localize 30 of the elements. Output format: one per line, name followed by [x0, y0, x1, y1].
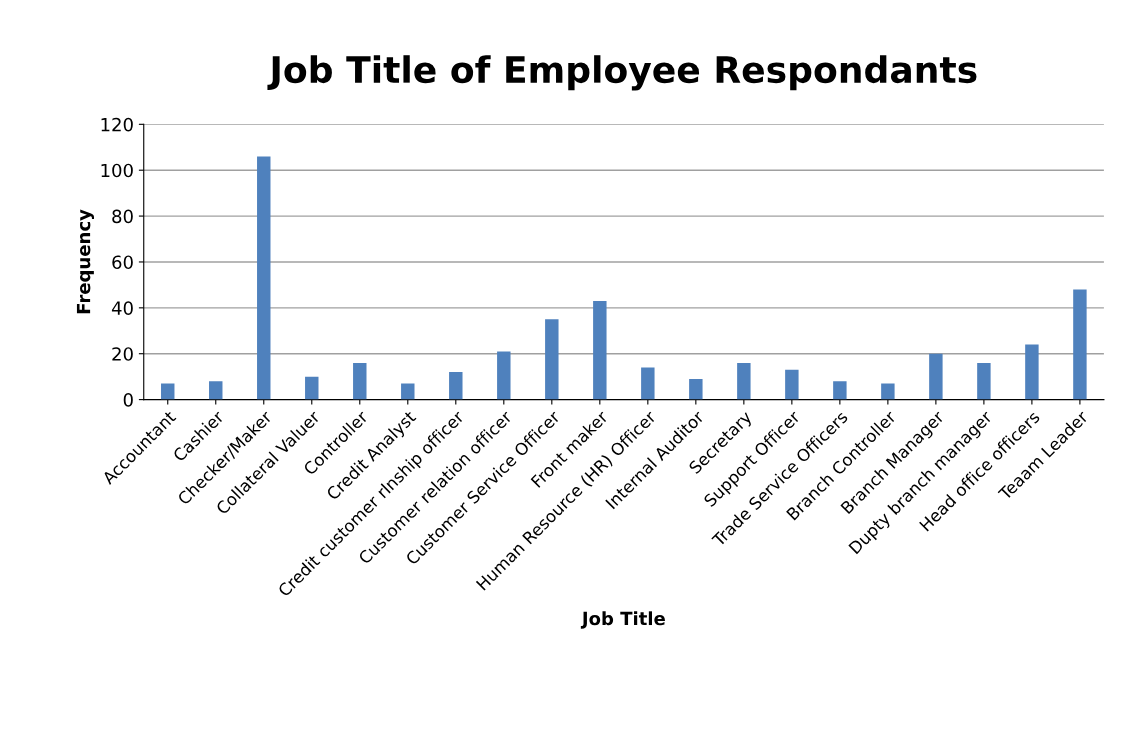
bar: [305, 376, 319, 400]
bar: [257, 156, 271, 400]
y-tick-label: 0: [123, 393, 133, 407]
bar: [737, 362, 751, 400]
bar: [209, 381, 223, 400]
x-axis-title: Job Title: [580, 611, 665, 629]
chart-title: Job Title of Employee Respondants: [267, 55, 977, 91]
bar: [881, 383, 895, 400]
bar: [689, 378, 703, 400]
y-tick-label: 60: [112, 255, 133, 270]
bar: [545, 319, 559, 400]
bar: [401, 383, 415, 400]
bar: [449, 372, 463, 400]
y-tick-label: 20: [112, 347, 133, 361]
bar: [1073, 289, 1087, 400]
y-tick-label: 120: [101, 117, 133, 132]
bar: [1025, 344, 1039, 400]
y-tick-label: 80: [112, 209, 133, 224]
bar: [353, 362, 367, 400]
bar: [977, 362, 991, 400]
bar: [641, 367, 655, 400]
bar: [785, 369, 799, 400]
y-tick-label: 40: [111, 301, 133, 315]
y-axis-title: Frequency: [76, 209, 94, 314]
bar: [161, 383, 175, 400]
bar: [929, 353, 943, 400]
bar: [593, 300, 607, 400]
bar: [497, 351, 511, 400]
y-tick-label: 100: [101, 163, 133, 178]
bar: [833, 381, 847, 400]
